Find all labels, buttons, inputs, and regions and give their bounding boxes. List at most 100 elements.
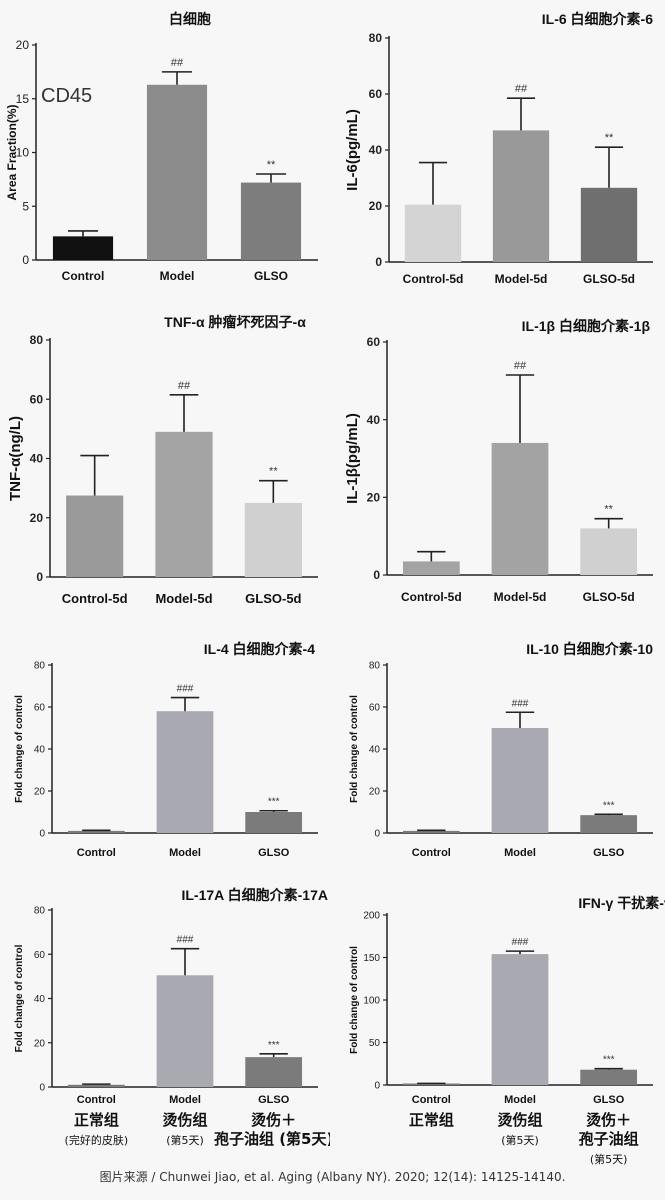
category-sub-label: 烫伤＋ (251, 1111, 296, 1129)
y-tick-label: 15 (16, 92, 30, 106)
y-tick-label: 80 (369, 31, 383, 45)
bar-control (52, 236, 114, 260)
significance-mark: ## (178, 380, 191, 392)
bar-control-5d (66, 495, 124, 577)
y-tick-label: 0 (39, 829, 45, 840)
category-label: GLSO-5d (583, 272, 635, 286)
bar-model (146, 84, 208, 261)
chart-panel-il17a: IL-17A 白细胞介素-17A 0 20 40 60 80 Fold change of … (0, 880, 330, 1165)
y-tick-label: 60 (369, 87, 383, 101)
category-sub-label: 孢子油组 (第5天) (214, 1130, 330, 1148)
significance-mark: *** (603, 800, 615, 811)
y-tick-label: 80 (30, 333, 44, 347)
y-tick-label: 0 (36, 570, 43, 584)
significance-mark: ** (269, 466, 278, 478)
y-tick-label: 20 (367, 491, 381, 505)
chart-svg: IFN-γ 干扰素-γ 0 50 100 150 200 Fold change of co… (349, 895, 665, 1165)
y-tick-label: 100 (363, 996, 380, 1007)
y-tick-label: 40 (369, 745, 381, 756)
y-tick-label: 60 (369, 703, 381, 714)
category-label: Model-5d (495, 272, 548, 286)
bar-model-5d (491, 442, 549, 575)
significance-mark: ### (512, 698, 529, 709)
category-label: Model (169, 847, 201, 859)
chart-panel-il10: IL-10 白细胞介素-10 0 20 40 60 80 Fold change of co… (335, 630, 665, 870)
category-label: Control-5d (401, 590, 462, 604)
y-tick-label: 80 (34, 661, 46, 672)
y-tick-label: 50 (369, 1038, 381, 1049)
y-axis-label: Fold change of control (349, 946, 360, 1054)
bar-glso-5d (580, 528, 638, 575)
y-axis-label: IL-6(pg/mL) (344, 109, 361, 191)
source-caption: 图片来源 / Chunwei Jiao, et al. Aging (Alban… (99, 1170, 566, 1184)
chart-title: IL-6 白细胞介素-6 (542, 11, 653, 27)
inset-label: CD45 (41, 85, 92, 107)
category-sub-label: 烫伤组 (162, 1111, 207, 1129)
y-tick-label: 20 (34, 787, 46, 798)
y-tick-label: 0 (39, 1083, 45, 1094)
category-sub-label: (第5天) (590, 1152, 628, 1165)
significance-mark: *** (268, 797, 280, 808)
chart-svg: TNF-α 肿瘤坏死因子-α 0 20 40 60 80 TNF-α(ng/L) Contro… (7, 314, 318, 606)
category-label: Control (412, 847, 451, 859)
category-label: Control (62, 269, 105, 283)
chart-svg: IL-1β 白细胞介素-1β 0 20 40 60 IL-1β(pg/mL) Control… (344, 318, 653, 604)
category-label: Control-5d (403, 272, 464, 286)
bar-glso (245, 1057, 303, 1087)
significance-mark: ** (267, 159, 276, 171)
y-tick-label: 20 (369, 787, 381, 798)
significance-mark: *** (603, 1055, 615, 1066)
y-tick-label: 0 (375, 255, 382, 269)
chart-panel-ifng: IFN-γ 干扰素-γ 0 50 100 150 200 Fold change of co… (335, 880, 665, 1165)
bar-glso (245, 812, 303, 833)
bar-model (156, 711, 214, 833)
category-label: Control (77, 847, 116, 859)
significance-mark: ## (514, 360, 527, 372)
bar-glso-5d (580, 187, 638, 262)
chart-panel-tnf: TNF-α 肿瘤坏死因子-α 0 20 40 60 80 TNF-α(ng/L) Contro… (0, 305, 330, 615)
bar-glso (580, 1069, 638, 1085)
chart-panel-il6: IL-6 白细胞介素-6 0 20 40 60 80 IL-6(pg/mL) Control-… (335, 0, 665, 300)
y-tick-label: 60 (34, 950, 46, 961)
y-tick-label: 60 (34, 703, 46, 714)
y-tick-label: 20 (16, 38, 30, 52)
category-label: GLSO (258, 1094, 290, 1106)
y-axis-label: Fold change of control (14, 695, 25, 803)
category-label: Control (77, 1094, 116, 1106)
y-tick-label: 0 (374, 1081, 380, 1092)
category-label: GLSO-5d (245, 591, 301, 606)
y-tick-label: 0 (373, 568, 380, 582)
chart-title: IL-17A 白细胞介素-17A (181, 887, 328, 903)
category-sub-label: 正常组 (409, 1111, 454, 1129)
chart-svg: IL-6 白细胞介素-6 0 20 40 60 80 IL-6(pg/mL) Control-… (344, 11, 653, 286)
category-label: GLSO (258, 847, 290, 859)
y-tick-label: 40 (34, 994, 46, 1005)
significance-mark: ## (171, 57, 184, 69)
category-sub-label: (第5天) (501, 1133, 539, 1147)
category-label: Control (412, 1094, 451, 1106)
chart-panel-il1b: IL-1β 白细胞介素-1β 0 20 40 60 IL-1β(pg/mL) Control… (335, 305, 665, 615)
y-axis-label: TNF-α(ng/L) (7, 416, 24, 501)
y-axis-label: Area Fraction(%) (5, 104, 19, 200)
category-label: GLSO (593, 847, 625, 859)
category-sub-label: 烫伤＋ (586, 1111, 631, 1129)
category-sub-label: (第5天) (166, 1133, 204, 1147)
y-tick-label: 40 (34, 745, 46, 756)
bar-control-5d (404, 204, 462, 262)
significance-mark: ### (177, 684, 194, 695)
category-label: Model-5d (155, 591, 212, 606)
category-label: Model (504, 847, 536, 859)
significance-mark: *** (268, 1040, 280, 1051)
y-axis-label: Fold change of control (14, 944, 25, 1052)
bar-control-5d (402, 561, 460, 575)
category-label: GLSO-5d (583, 590, 635, 604)
chart-title: IL-10 白细胞介素-10 (526, 641, 653, 657)
category-sub-label: 孢子油组 (579, 1130, 639, 1148)
chart-panel-il4: IL-4 白细胞介素-4 0 20 40 60 80 Fold change of cont… (0, 630, 330, 870)
bar-model (156, 975, 214, 1087)
y-tick-label: 60 (30, 392, 44, 406)
chart-title: IL-4 白细胞介素-4 (204, 641, 315, 657)
significance-mark: ** (604, 504, 613, 516)
y-tick-label: 200 (363, 911, 380, 922)
